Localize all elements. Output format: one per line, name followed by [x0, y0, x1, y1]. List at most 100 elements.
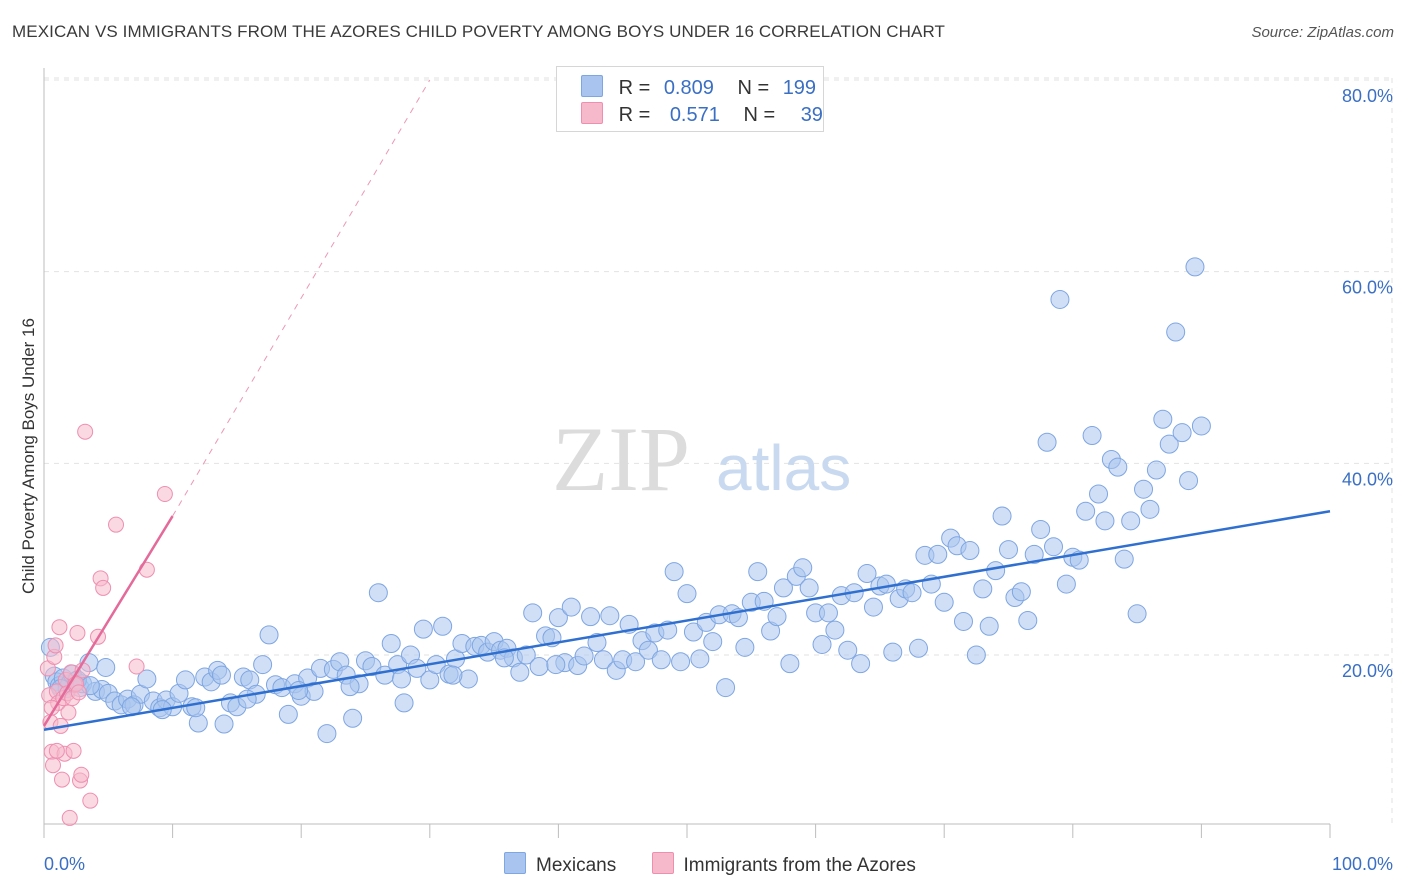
y-tick-label: 20.0% — [1342, 661, 1393, 681]
point-mexican — [1089, 484, 1109, 504]
point-mexican — [799, 578, 819, 598]
trend-extension-azores — [172, 79, 431, 517]
point-azores — [156, 486, 173, 502]
point-mexican — [838, 640, 858, 660]
point-mexican — [1191, 416, 1211, 436]
point-mexican — [1031, 519, 1051, 539]
point-mexican — [664, 562, 684, 582]
point-azores — [69, 624, 86, 641]
point-azores — [77, 423, 94, 440]
legend-item-azores[interactable]: Immigrants from the Azores — [651, 852, 916, 877]
point-mexican — [780, 654, 800, 674]
series-mexicans — [40, 257, 1211, 744]
point-mexican — [1153, 409, 1173, 429]
point-mexican — [735, 637, 755, 657]
legend-swatch-mexicans — [581, 75, 603, 97]
point-mexican — [690, 649, 710, 669]
legend-n-value: 39 — [800, 104, 823, 126]
point-mexican — [1044, 537, 1064, 557]
point-mexican — [863, 597, 883, 617]
point-mexican — [259, 625, 279, 645]
point-mexican — [593, 650, 613, 670]
point-mexican — [529, 657, 549, 676]
point-mexican — [908, 638, 928, 658]
point-azores — [48, 742, 65, 759]
point-mexican — [317, 724, 337, 744]
legend-label-mexicans: Mexicans — [536, 855, 617, 876]
point-mexican — [703, 632, 723, 652]
point-mexican — [516, 645, 536, 665]
point-mexican — [902, 583, 922, 603]
point-mexican — [548, 608, 568, 628]
chart-title: MEXICAN VS IMMIGRANTS FROM THE AZORES CH… — [12, 22, 946, 41]
legend-swatch-azores — [581, 102, 603, 124]
point-mexican — [253, 655, 273, 675]
point-mexican — [1140, 499, 1160, 519]
legend-swatch-mexicans — [504, 852, 526, 874]
point-azores — [95, 579, 112, 596]
point-mexican — [1179, 471, 1199, 491]
legend-swatch-azores — [651, 852, 674, 874]
point-mexican — [626, 652, 646, 672]
x-tick-label-right: 100.0% — [1332, 854, 1393, 874]
y-tick-label: 40.0% — [1342, 469, 1393, 489]
point-mexican — [876, 574, 896, 594]
legend-r-label: R = — [618, 104, 651, 126]
point-mexican — [394, 693, 414, 713]
point-mexican — [443, 665, 463, 685]
point-mexican — [960, 541, 980, 561]
point-mexican — [340, 677, 360, 697]
point-mexican — [818, 603, 838, 623]
point-mexican — [1121, 511, 1141, 531]
legend-r-label: R = — [618, 77, 651, 99]
point-mexican — [561, 597, 581, 617]
point-azores — [128, 658, 145, 675]
point-mexican — [1127, 604, 1147, 624]
tick-labels: 20.0% 40.0% 60.0% 80.0% 0.0% 100.0% — [44, 86, 1393, 874]
point-mexican — [1185, 257, 1205, 277]
point-mexican — [368, 583, 388, 603]
point-mexican — [793, 558, 813, 578]
trend-line-azores — [42, 515, 174, 727]
stats-legend: R = 0.809 N = 199 R = 0.571 N = 39 — [556, 66, 824, 132]
point-mexican — [574, 646, 594, 666]
legend-item-mexicans[interactable]: Mexicans — [504, 852, 616, 877]
point-mexican — [1011, 582, 1031, 602]
point-mexican — [638, 640, 658, 660]
trend-lines — [42, 79, 1331, 731]
watermark-zip: ZIP — [552, 408, 690, 510]
point-mexican — [523, 603, 543, 623]
point-mexican — [1108, 457, 1128, 477]
point-mexican — [96, 657, 116, 677]
point-mexican — [175, 670, 195, 690]
watermark-atlas: atlas — [716, 432, 851, 504]
point-mexican — [966, 645, 986, 665]
point-mexican — [825, 620, 845, 640]
point-mexican — [1076, 501, 1096, 521]
legend-r-value: 0.809 — [663, 77, 714, 99]
point-mexican — [677, 584, 697, 604]
point-mexican — [1134, 479, 1154, 499]
point-mexican — [381, 634, 401, 653]
point-mexican — [651, 650, 671, 670]
point-mexican — [1037, 432, 1057, 452]
point-mexican — [186, 698, 206, 718]
point-mexican — [343, 708, 363, 728]
point-mexican — [683, 622, 703, 642]
legend-n-value: 199 — [782, 77, 817, 99]
point-mexican — [767, 607, 787, 627]
legend-row-mexicans: R = 0.809 N = 199 — [581, 75, 816, 101]
y-tick-label: 60.0% — [1342, 278, 1393, 298]
point-azores — [60, 704, 77, 721]
point-azores — [51, 619, 68, 636]
point-mexican — [214, 714, 234, 734]
point-mexican — [510, 662, 530, 682]
point-mexican — [851, 654, 871, 674]
y-tick-label: 80.0% — [1342, 86, 1393, 106]
point-mexican — [979, 616, 999, 636]
point-mexican — [934, 592, 954, 612]
point-mexican — [1050, 289, 1070, 309]
point-mexican — [748, 562, 768, 582]
point-mexican — [1166, 322, 1186, 342]
point-mexican — [986, 561, 1006, 581]
